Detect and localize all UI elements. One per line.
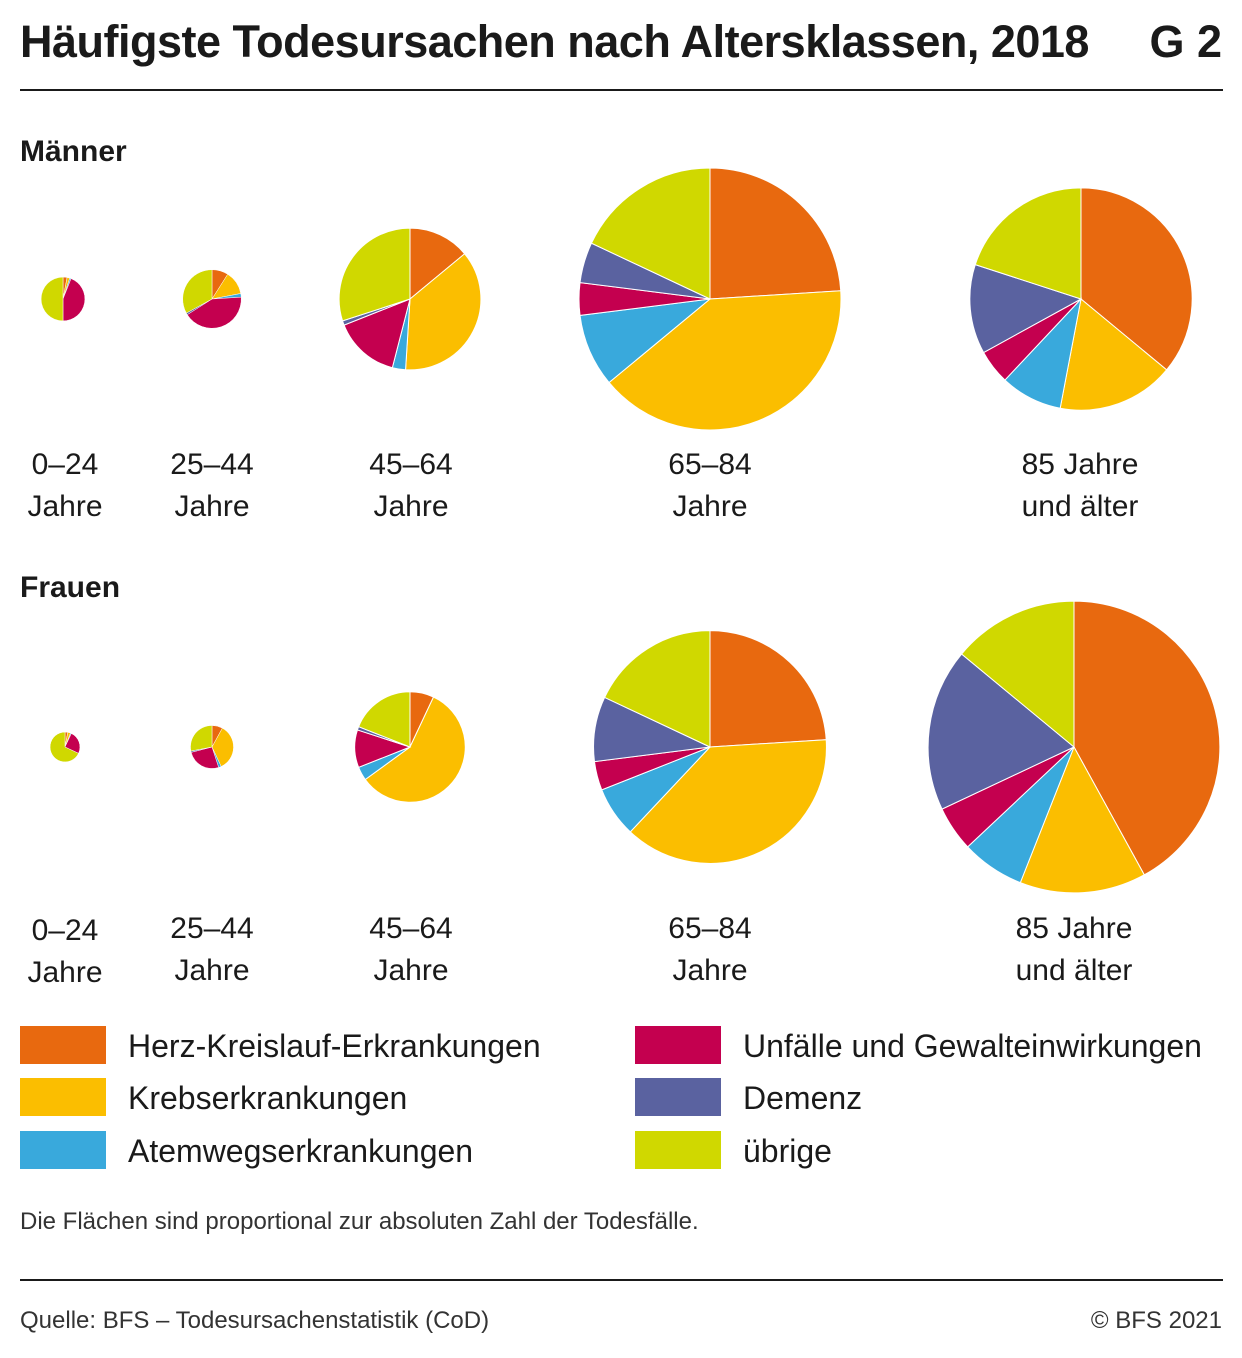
legend-label-herz: Herz-Kreislauf-Erkrankungen xyxy=(128,1028,541,1064)
pie-slice-herz xyxy=(409,227,466,301)
pie-slice-krebs xyxy=(1059,298,1168,411)
pie-slice-uebrige xyxy=(357,691,411,748)
pie-slice-uebrige xyxy=(338,227,411,322)
legend-swatch-unfall xyxy=(635,1026,721,1064)
legend-label-krebs: Krebserkrankungen xyxy=(128,1080,408,1116)
pie-frauen-3 xyxy=(593,630,827,864)
pie-frauen-0 xyxy=(49,731,81,763)
legend-label-unfall: Unfälle und Gewalteinwirkungen xyxy=(743,1028,1202,1064)
pie-frauen-2 xyxy=(354,691,466,803)
legend-swatch-uebrige xyxy=(635,1131,721,1169)
pie-slice-krebs xyxy=(364,696,466,803)
group-heading-maenner: Männer xyxy=(20,135,127,168)
pie-slice-herz xyxy=(1080,187,1193,371)
age-label: 25–44 Jahre xyxy=(170,448,254,523)
pie-männer-4 xyxy=(969,187,1193,411)
pie-slice-uebrige xyxy=(960,600,1075,749)
legend-label-uebrige: übrige xyxy=(743,1133,832,1169)
pie-slice-uebrige xyxy=(590,167,711,300)
age-label: 0–24 Jahre xyxy=(27,914,103,989)
pie-slice-unfall xyxy=(343,298,411,369)
pie-slice-uebrige xyxy=(40,276,64,322)
pie-slice-krebs xyxy=(629,739,827,864)
group-heading-frauen: Frauen xyxy=(20,571,121,604)
bottom-rule xyxy=(20,1279,1223,1281)
legend-swatch-atem xyxy=(20,1131,106,1169)
legend-swatch-herz xyxy=(20,1026,106,1064)
copyright-text: © BFS 2021 xyxy=(1090,1307,1222,1334)
pie-slice-krebs xyxy=(211,727,234,767)
pie-slice-krebs xyxy=(608,290,842,431)
age-label: 45–64 Jahre xyxy=(369,912,453,987)
pie-slice-uebrige xyxy=(182,269,213,314)
age-label: 0–24 Jahre xyxy=(27,448,103,523)
legend-label-atem: Atemwegserkrankungen xyxy=(128,1133,474,1169)
age-label: 85 Jahre und älter xyxy=(1015,912,1133,987)
pie-männer-3 xyxy=(578,167,842,431)
pie-slice-unfall xyxy=(190,746,219,769)
pie-männer-2 xyxy=(338,227,482,371)
pie-slice-uebrige xyxy=(190,725,213,752)
figure-number: G 2 xyxy=(1149,16,1222,67)
age-label: 25–44 Jahre xyxy=(170,912,254,987)
pie-slice-krebs xyxy=(405,253,482,371)
pie-slice-uebrige xyxy=(974,187,1082,300)
age-label: 65–84 Jahre xyxy=(668,912,752,987)
legend-label-demenz: Demenz xyxy=(743,1080,863,1116)
chart-title: Häufigste Todesursachen nach Altersklass… xyxy=(20,16,1089,67)
pie-slice-uebrige xyxy=(603,630,711,748)
pie-slice-herz xyxy=(1073,600,1221,876)
pie-männer-0 xyxy=(40,276,86,322)
pie-slice-herz xyxy=(709,630,827,748)
source-text: Quelle: BFS – Todesursachenstatistik (Co… xyxy=(20,1307,490,1334)
pie-frauen-1 xyxy=(190,725,234,769)
pie-slice-demenz xyxy=(927,653,1075,810)
pie-frauen-4 xyxy=(927,600,1221,894)
age-label: 85 Jahre und älter xyxy=(1021,448,1139,523)
age-label: 65–84 Jahre xyxy=(668,448,752,523)
footnote: Die Flächen sind proportional zur absolu… xyxy=(20,1208,699,1235)
legend-swatch-krebs xyxy=(20,1078,106,1116)
legend-swatch-demenz xyxy=(635,1078,721,1116)
pie-slice-unfall xyxy=(62,278,86,322)
pie-slice-unfall xyxy=(186,296,242,329)
pie-slice-herz xyxy=(709,167,842,300)
top-rule xyxy=(20,89,1223,91)
pie-slice-krebs xyxy=(1019,745,1145,894)
pie-männer-1 xyxy=(182,269,242,329)
age-label: 45–64 Jahre xyxy=(369,448,453,523)
pie-slice-uebrige xyxy=(49,731,79,763)
pie-slice-demenz xyxy=(969,264,1083,354)
